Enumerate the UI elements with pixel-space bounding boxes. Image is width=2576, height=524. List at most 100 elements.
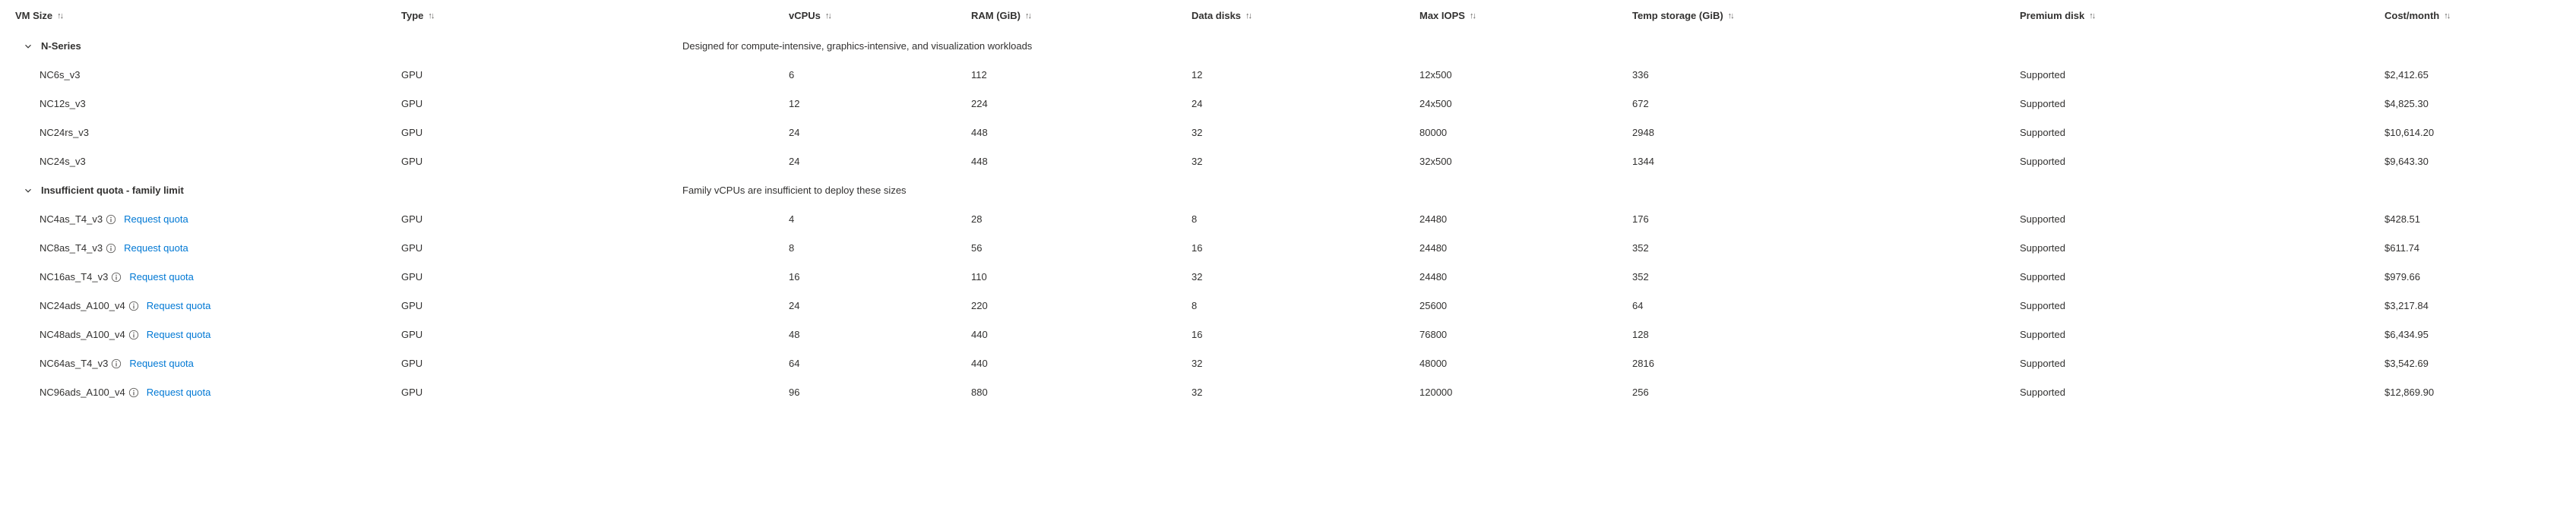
cell-vcpus: 16: [783, 271, 965, 283]
info-icon[interactable]: [128, 387, 139, 398]
sort-icon: ↑↓: [2444, 11, 2449, 21]
col-header-cost[interactable]: Cost/month ↑↓: [2378, 10, 2546, 21]
cell-disks: 16: [1185, 242, 1413, 254]
info-icon[interactable]: [128, 301, 139, 311]
cell-vcpus: 96: [783, 387, 965, 398]
col-header-type[interactable]: Type ↑↓: [395, 10, 783, 21]
cell-ram: 220: [965, 300, 1185, 311]
table-row[interactable]: NC48ads_A100_v4Request quotaGPU484401676…: [0, 320, 2576, 349]
group-name-cell[interactable]: N-Series: [0, 40, 395, 52]
cell-premium: Supported: [2014, 213, 2378, 225]
cell-iops: 48000: [1413, 358, 1626, 369]
col-header-label: Premium disk: [2020, 10, 2084, 21]
request-quota-link[interactable]: Request quota: [124, 213, 188, 225]
vm-size-name: NC48ads_A100_v4: [40, 329, 125, 340]
cell-disks: 12: [1185, 69, 1413, 80]
col-header-premium[interactable]: Premium disk ↑↓: [2014, 10, 2378, 21]
cell-vmsize: NC4as_T4_v3Request quota: [0, 213, 395, 225]
col-header-vcpus[interactable]: vCPUs ↑↓: [783, 10, 965, 21]
col-header-label: VM Size: [15, 10, 52, 21]
info-icon[interactable]: [106, 214, 116, 225]
cell-cost: $4,825.30: [2378, 98, 2546, 109]
col-header-ram[interactable]: RAM (GiB) ↑↓: [965, 10, 1185, 21]
cell-temp: 2948: [1626, 127, 2014, 138]
col-header-vmsize[interactable]: VM Size ↑↓: [0, 10, 395, 21]
cell-premium: Supported: [2014, 69, 2378, 80]
cell-type: GPU: [395, 127, 783, 138]
col-header-temp[interactable]: Temp storage (GiB) ↑↓: [1626, 10, 2014, 21]
table-row[interactable]: NC24ads_A100_v4Request quotaGPU242208256…: [0, 292, 2576, 320]
sort-icon: ↑↓: [2089, 11, 2094, 21]
cell-iops: 120000: [1413, 387, 1626, 398]
cell-disks: 8: [1185, 213, 1413, 225]
sort-icon: ↑↓: [1025, 11, 1030, 21]
cell-temp: 64: [1626, 300, 2014, 311]
request-quota-link[interactable]: Request quota: [124, 242, 188, 254]
cell-iops: 25600: [1413, 300, 1626, 311]
group-name-cell[interactable]: Insufficient quota - family limit: [0, 185, 395, 196]
cell-vmsize: NC8as_T4_v3 Request quota: [0, 242, 395, 254]
cell-temp: 256: [1626, 387, 2014, 398]
table-row[interactable]: NC96ads_A100_v4Request quotaGPU968803212…: [0, 378, 2576, 407]
cell-ram: 110: [965, 271, 1185, 283]
cell-premium: Supported: [2014, 127, 2378, 138]
cell-type: GPU: [395, 300, 783, 311]
cell-type: GPU: [395, 213, 783, 225]
cell-vmsize: NC6s_v3: [0, 69, 395, 80]
cell-premium: Supported: [2014, 358, 2378, 369]
info-icon[interactable]: [111, 272, 122, 283]
table-row[interactable]: NC16as_T4_v3Request quotaGPU161103224480…: [0, 263, 2576, 292]
vm-size-table: VM Size ↑↓ Type ↑↓ vCPUs ↑↓ RAM (GiB) ↑↓…: [0, 0, 2576, 407]
request-quota-link[interactable]: Request quota: [147, 329, 211, 340]
info-icon[interactable]: [128, 330, 139, 340]
table-row[interactable]: NC12s_v3GPU122242424x500672Supported$4,8…: [0, 90, 2576, 118]
group-header-row[interactable]: N-Series Designed for compute-intensive, …: [0, 32, 2576, 61]
cell-vmsize: NC48ads_A100_v4 Request quota: [0, 329, 395, 340]
vm-size-name: NC24rs_v3: [40, 127, 89, 138]
cell-type: GPU: [395, 98, 783, 109]
table-row[interactable]: NC6s_v3GPU61121212x500336Supported$2,412…: [0, 61, 2576, 90]
info-icon[interactable]: [111, 358, 122, 369]
cell-cost: $10,614.20: [2378, 127, 2546, 138]
vm-size-name: NC24ads_A100_v4: [40, 300, 125, 311]
group-description: Designed for compute-intensive, graphics…: [676, 40, 2576, 52]
table-row[interactable]: NC4as_T4_v3Request quotaGPU428824480176S…: [0, 205, 2576, 234]
cell-vcpus: 12: [783, 98, 965, 109]
col-header-label: Data disks: [1191, 10, 1241, 21]
table-row[interactable]: NC8as_T4_v3Request quotaGPU8561624480352…: [0, 234, 2576, 263]
chevron-down-icon[interactable]: [23, 41, 33, 52]
sort-icon: ↑↓: [1245, 11, 1251, 21]
cell-type: GPU: [395, 387, 783, 398]
cell-temp: 352: [1626, 242, 2014, 254]
request-quota-link[interactable]: Request quota: [147, 387, 211, 398]
cell-type: GPU: [395, 156, 783, 167]
cell-vcpus: 4: [783, 213, 965, 225]
table-row[interactable]: NC24rs_v3GPU2444832800002948Supported$10…: [0, 118, 2576, 147]
chevron-down-icon[interactable]: [23, 185, 33, 196]
vm-size-name: NC96ads_A100_v4: [40, 387, 125, 398]
cell-disks: 24: [1185, 98, 1413, 109]
vm-size-name: NC8as_T4_v3: [40, 242, 103, 254]
cell-iops: 76800: [1413, 329, 1626, 340]
table-row[interactable]: NC24s_v3GPU244483232x5001344Supported$9,…: [0, 147, 2576, 176]
request-quota-link[interactable]: Request quota: [129, 271, 194, 283]
cell-cost: $428.51: [2378, 213, 2546, 225]
col-header-label: RAM (GiB): [971, 10, 1021, 21]
cell-temp: 672: [1626, 98, 2014, 109]
cell-ram: 224: [965, 98, 1185, 109]
info-icon[interactable]: [106, 243, 116, 254]
cell-vcpus: 64: [783, 358, 965, 369]
vm-size-name: NC6s_v3: [40, 69, 80, 80]
col-header-disks[interactable]: Data disks ↑↓: [1185, 10, 1413, 21]
cell-vcpus: 24: [783, 127, 965, 138]
request-quota-link[interactable]: Request quota: [129, 358, 194, 369]
col-header-iops[interactable]: Max IOPS ↑↓: [1413, 10, 1626, 21]
sort-icon: ↑↓: [57, 11, 62, 21]
cell-cost: $6,434.95: [2378, 329, 2546, 340]
vm-size-name: NC12s_v3: [40, 98, 86, 109]
table-row[interactable]: NC64as_T4_v3Request quotaGPU644403248000…: [0, 349, 2576, 378]
group-header-row[interactable]: Insufficient quota - family limitFamily …: [0, 176, 2576, 205]
cell-disks: 32: [1185, 156, 1413, 167]
request-quota-link[interactable]: Request quota: [147, 300, 211, 311]
group-name: N-Series: [41, 40, 81, 52]
